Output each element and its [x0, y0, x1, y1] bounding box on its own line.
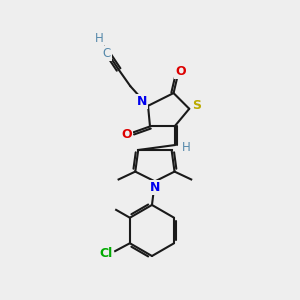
Text: H: H [94, 32, 103, 45]
Text: O: O [175, 65, 186, 78]
Text: H: H [182, 141, 191, 154]
Text: S: S [192, 99, 201, 112]
Text: Cl: Cl [100, 247, 113, 260]
Text: O: O [121, 128, 132, 141]
Text: N: N [137, 95, 147, 108]
Text: C: C [103, 47, 111, 60]
Text: N: N [150, 181, 160, 194]
